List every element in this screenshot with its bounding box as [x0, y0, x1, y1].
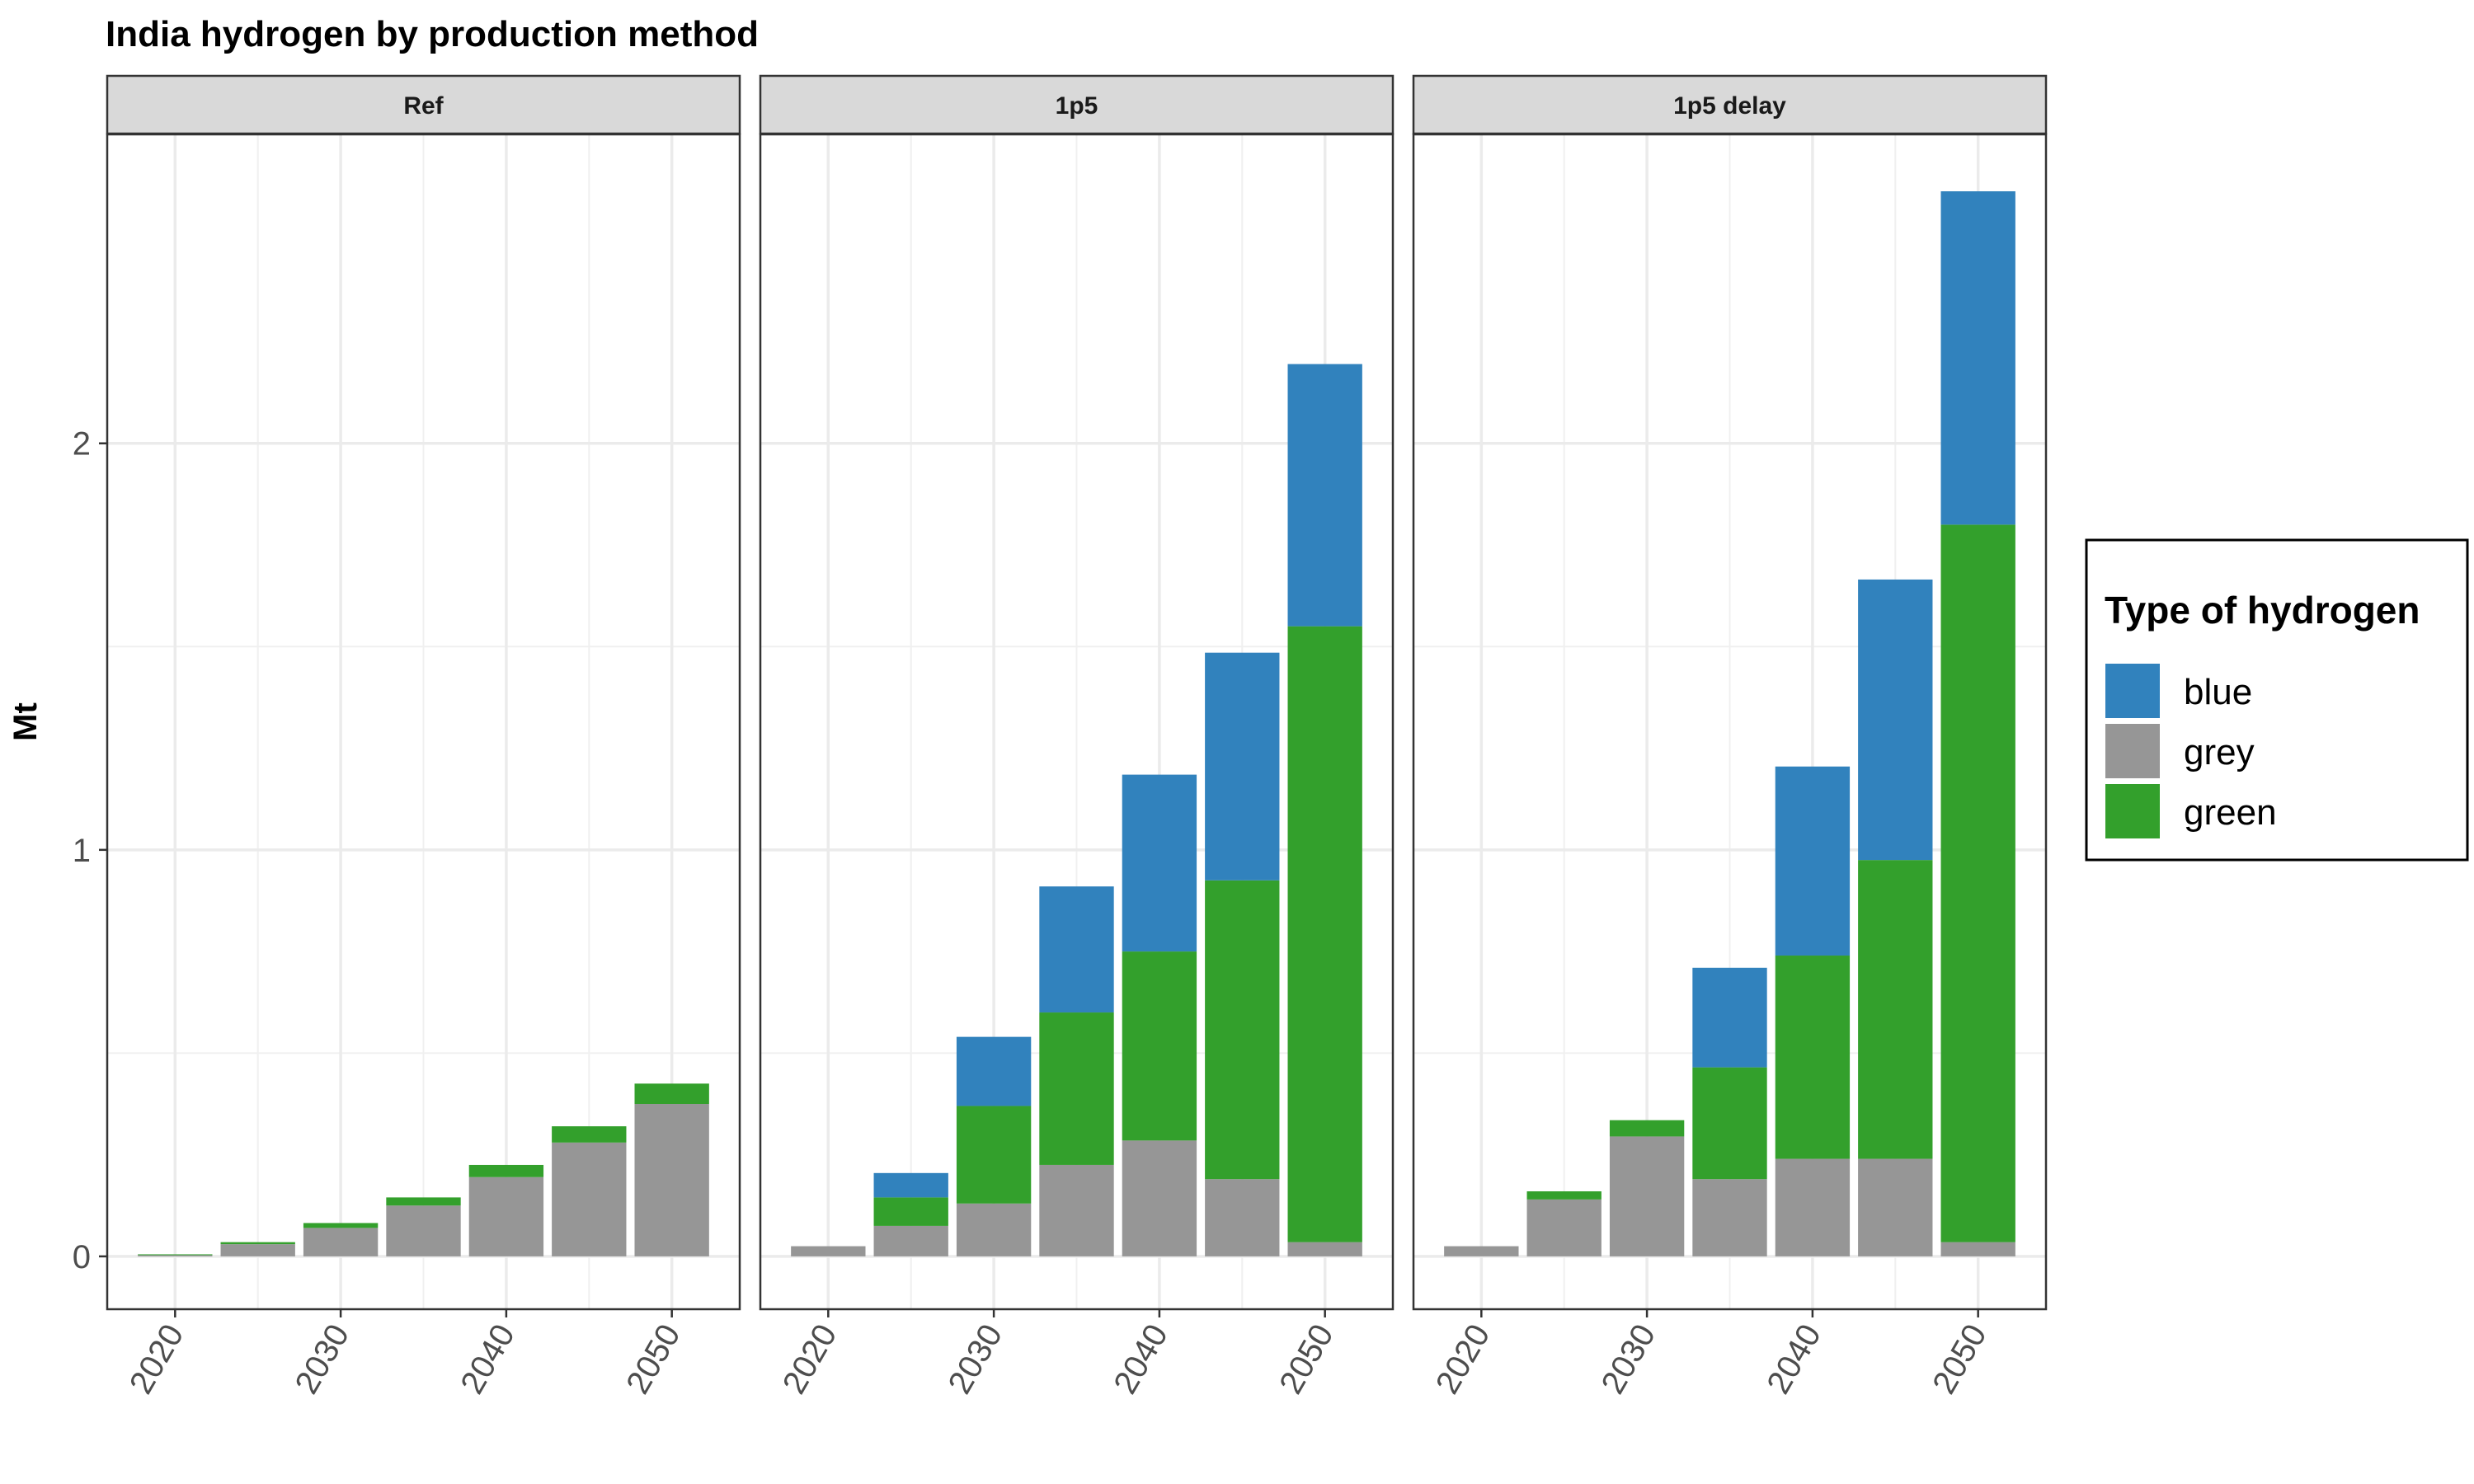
chart-title: India hydrogen by production method [106, 14, 759, 54]
bar-green-2025 [873, 1197, 948, 1226]
y-tick-label: 2 [73, 426, 91, 463]
x-tick-label: 2040 [1107, 1318, 1175, 1400]
x-tick-label: 2050 [1272, 1318, 1341, 1400]
panel-strip [1412, 74, 2048, 135]
bar-grey-2020 [791, 1246, 866, 1256]
legend-label-green: green [2184, 792, 2277, 833]
bar-grey-2045 [1858, 1158, 1933, 1256]
legend-key-green [2105, 784, 2160, 838]
bar-blue-2045 [1205, 652, 1280, 881]
panel-2: 1p5 delay 2020 2030 2040 2050 [1412, 74, 2048, 1400]
panel-strip-label: Ref [403, 92, 444, 120]
bar-grey-2045 [552, 1142, 627, 1256]
bar-grey-2020 [138, 1255, 213, 1256]
bar-green-2040 [468, 1164, 544, 1177]
bar-blue-2045 [1858, 579, 1933, 861]
bar-green-2035 [1039, 1012, 1114, 1165]
legend-label-blue: blue [2184, 672, 2252, 712]
bar-green-2035 [386, 1197, 461, 1206]
bar-grey-2020 [1444, 1246, 1519, 1256]
panel-0: Ref 2020 2030 2040 2050 [106, 74, 741, 1400]
bar-green-2035 [1692, 1067, 1767, 1180]
x-tick-label: 2020 [1429, 1318, 1498, 1400]
x-tick-label: 2020 [123, 1318, 191, 1400]
legend-items: blue grey green [2105, 664, 2277, 838]
panel-strip [106, 74, 741, 135]
x-tick-label: 2050 [619, 1318, 688, 1400]
bar-grey-2040 [1775, 1158, 1851, 1256]
x-tick-label: 2050 [1926, 1318, 1994, 1400]
x-tick-label: 2030 [1595, 1318, 1663, 1400]
x-tick-label: 2040 [1760, 1318, 1828, 1400]
legend-key-grey [2105, 724, 2160, 778]
bar-blue-2035 [1692, 967, 1767, 1068]
bar-grey-2035 [1692, 1179, 1767, 1256]
legend-title: Type of hydrogen [2105, 589, 2420, 632]
bar-blue-2040 [1122, 774, 1197, 952]
bar-green-2025 [220, 1242, 295, 1245]
bar-grey-2035 [1039, 1164, 1114, 1256]
x-tick-label: 2040 [454, 1318, 522, 1400]
panel-border [1412, 133, 2048, 1311]
bar-green-2050 [1940, 524, 2015, 1242]
bar-blue-2040 [1775, 766, 1851, 956]
bar-green-2045 [1858, 860, 1933, 1159]
bar-grey-2050 [1287, 1242, 1362, 1256]
bar-grey-2025 [873, 1225, 948, 1256]
bar-green-2045 [552, 1126, 627, 1143]
bar-grey-2050 [1940, 1242, 2015, 1256]
bar-blue-2050 [1287, 364, 1362, 627]
bar-green-2030 [303, 1223, 379, 1228]
bar-green-2040 [1775, 956, 1851, 1159]
bar-grey-2040 [468, 1176, 544, 1256]
bar-green-2050 [1287, 626, 1362, 1242]
x-tick-label: 2030 [289, 1318, 357, 1400]
bar-green-2030 [956, 1106, 1032, 1204]
bar-green-2040 [1122, 951, 1197, 1141]
y-tick-label: 1 [73, 833, 91, 869]
bar-grey-2030 [303, 1228, 379, 1256]
legend-key-blue [2105, 664, 2160, 718]
bar-blue-2050 [1940, 191, 2015, 525]
bar-blue-2025 [873, 1172, 948, 1198]
bar-green-2030 [1609, 1120, 1685, 1137]
bar-green-2045 [1205, 880, 1280, 1180]
bar-green-2020 [138, 1254, 213, 1256]
panel-strip-label: 1p5 [1056, 92, 1098, 120]
bar-grey-2025 [220, 1244, 295, 1256]
bar-grey-2040 [1122, 1140, 1197, 1256]
panel-strip-label: 1p5 delay [1673, 92, 1786, 120]
bar-green-2050 [634, 1083, 709, 1104]
legend: Type of hydrogen blue grey green [2085, 538, 2469, 862]
y-tick-label: 0 [73, 1239, 91, 1275]
bar-grey-2030 [956, 1203, 1032, 1256]
panel-border [759, 133, 1395, 1311]
y-axis-title: Mt [7, 702, 44, 741]
panel-border [106, 133, 741, 1311]
bar-blue-2030 [956, 1036, 1032, 1106]
y-axis: 0 1 2 [73, 426, 107, 1275]
bar-grey-2025 [1526, 1199, 1602, 1256]
bar-green-2025 [1526, 1191, 1602, 1200]
bar-blue-2035 [1039, 886, 1114, 1013]
bar-grey-2030 [1609, 1136, 1685, 1256]
bar-grey-2035 [386, 1205, 461, 1256]
x-tick-label: 2020 [776, 1318, 844, 1400]
bar-grey-2050 [634, 1103, 709, 1256]
legend-label-grey: grey [2184, 732, 2255, 773]
panel-1: 1p5 2020 2030 2040 2050 [759, 74, 1395, 1400]
bar-grey-2045 [1205, 1179, 1280, 1256]
x-tick-label: 2030 [942, 1318, 1010, 1400]
